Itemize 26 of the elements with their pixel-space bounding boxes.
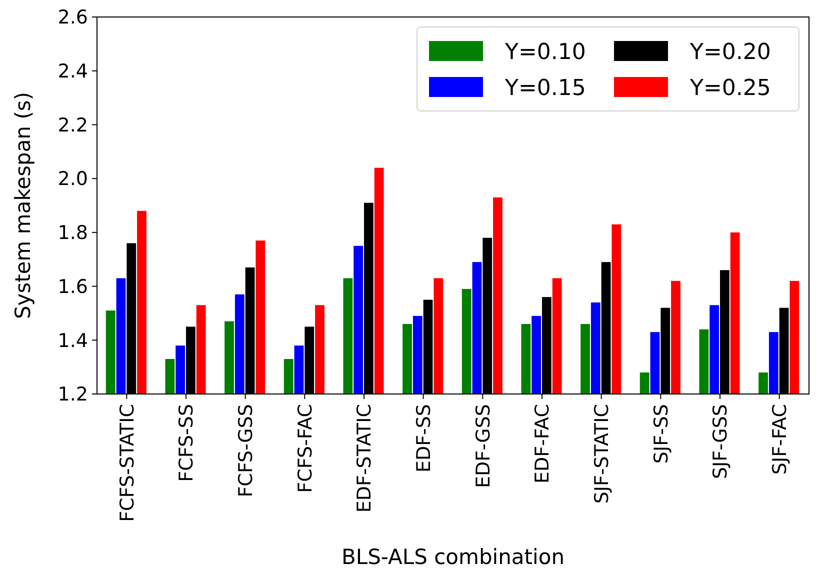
y-tick-label: 1.2 <box>58 384 88 406</box>
legend-label: Y=0.20 <box>689 40 771 65</box>
x-tick-label: SJF-SS <box>650 404 672 464</box>
x-tick-label: FCFS-GSS <box>234 404 257 498</box>
x-tick-label: SJF-STATIC <box>590 404 613 504</box>
legend-label: Y=0.15 <box>504 76 586 101</box>
y-tick-label: 1.6 <box>58 276 88 298</box>
x-tick-label: FCFS-STATIC <box>116 404 138 522</box>
x-tick-label: FCFS-FAC <box>294 404 316 493</box>
x-tick-label: SJF-GSS <box>710 404 732 479</box>
y-tick-label: 2.4 <box>58 60 88 83</box>
y-tick-label: 1.4 <box>58 330 88 352</box>
y-tick-label: 1.8 <box>58 222 88 244</box>
x-tick-label: EDF-SS <box>412 404 435 473</box>
legend-label: Y=0.10 <box>504 40 586 65</box>
x-tick-label: FCFS-SS <box>176 404 198 482</box>
x-tick-label: SJF-FAC <box>768 404 791 475</box>
x-tick-label: EDF-STATIC <box>354 404 376 513</box>
y-tick-label: 2.6 <box>58 6 88 29</box>
y-tick-label: 2.0 <box>58 168 88 190</box>
y-axis-title: System makespan (s) <box>11 92 35 320</box>
x-axis-title: BLS-ALS combination <box>341 545 565 569</box>
x-tick-label: EDF-GSS <box>472 404 494 488</box>
x-tick-label: EDF-FAC <box>532 404 554 484</box>
legend-label: Y=0.25 <box>689 76 771 101</box>
y-tick-label: 2.2 <box>58 114 88 136</box>
